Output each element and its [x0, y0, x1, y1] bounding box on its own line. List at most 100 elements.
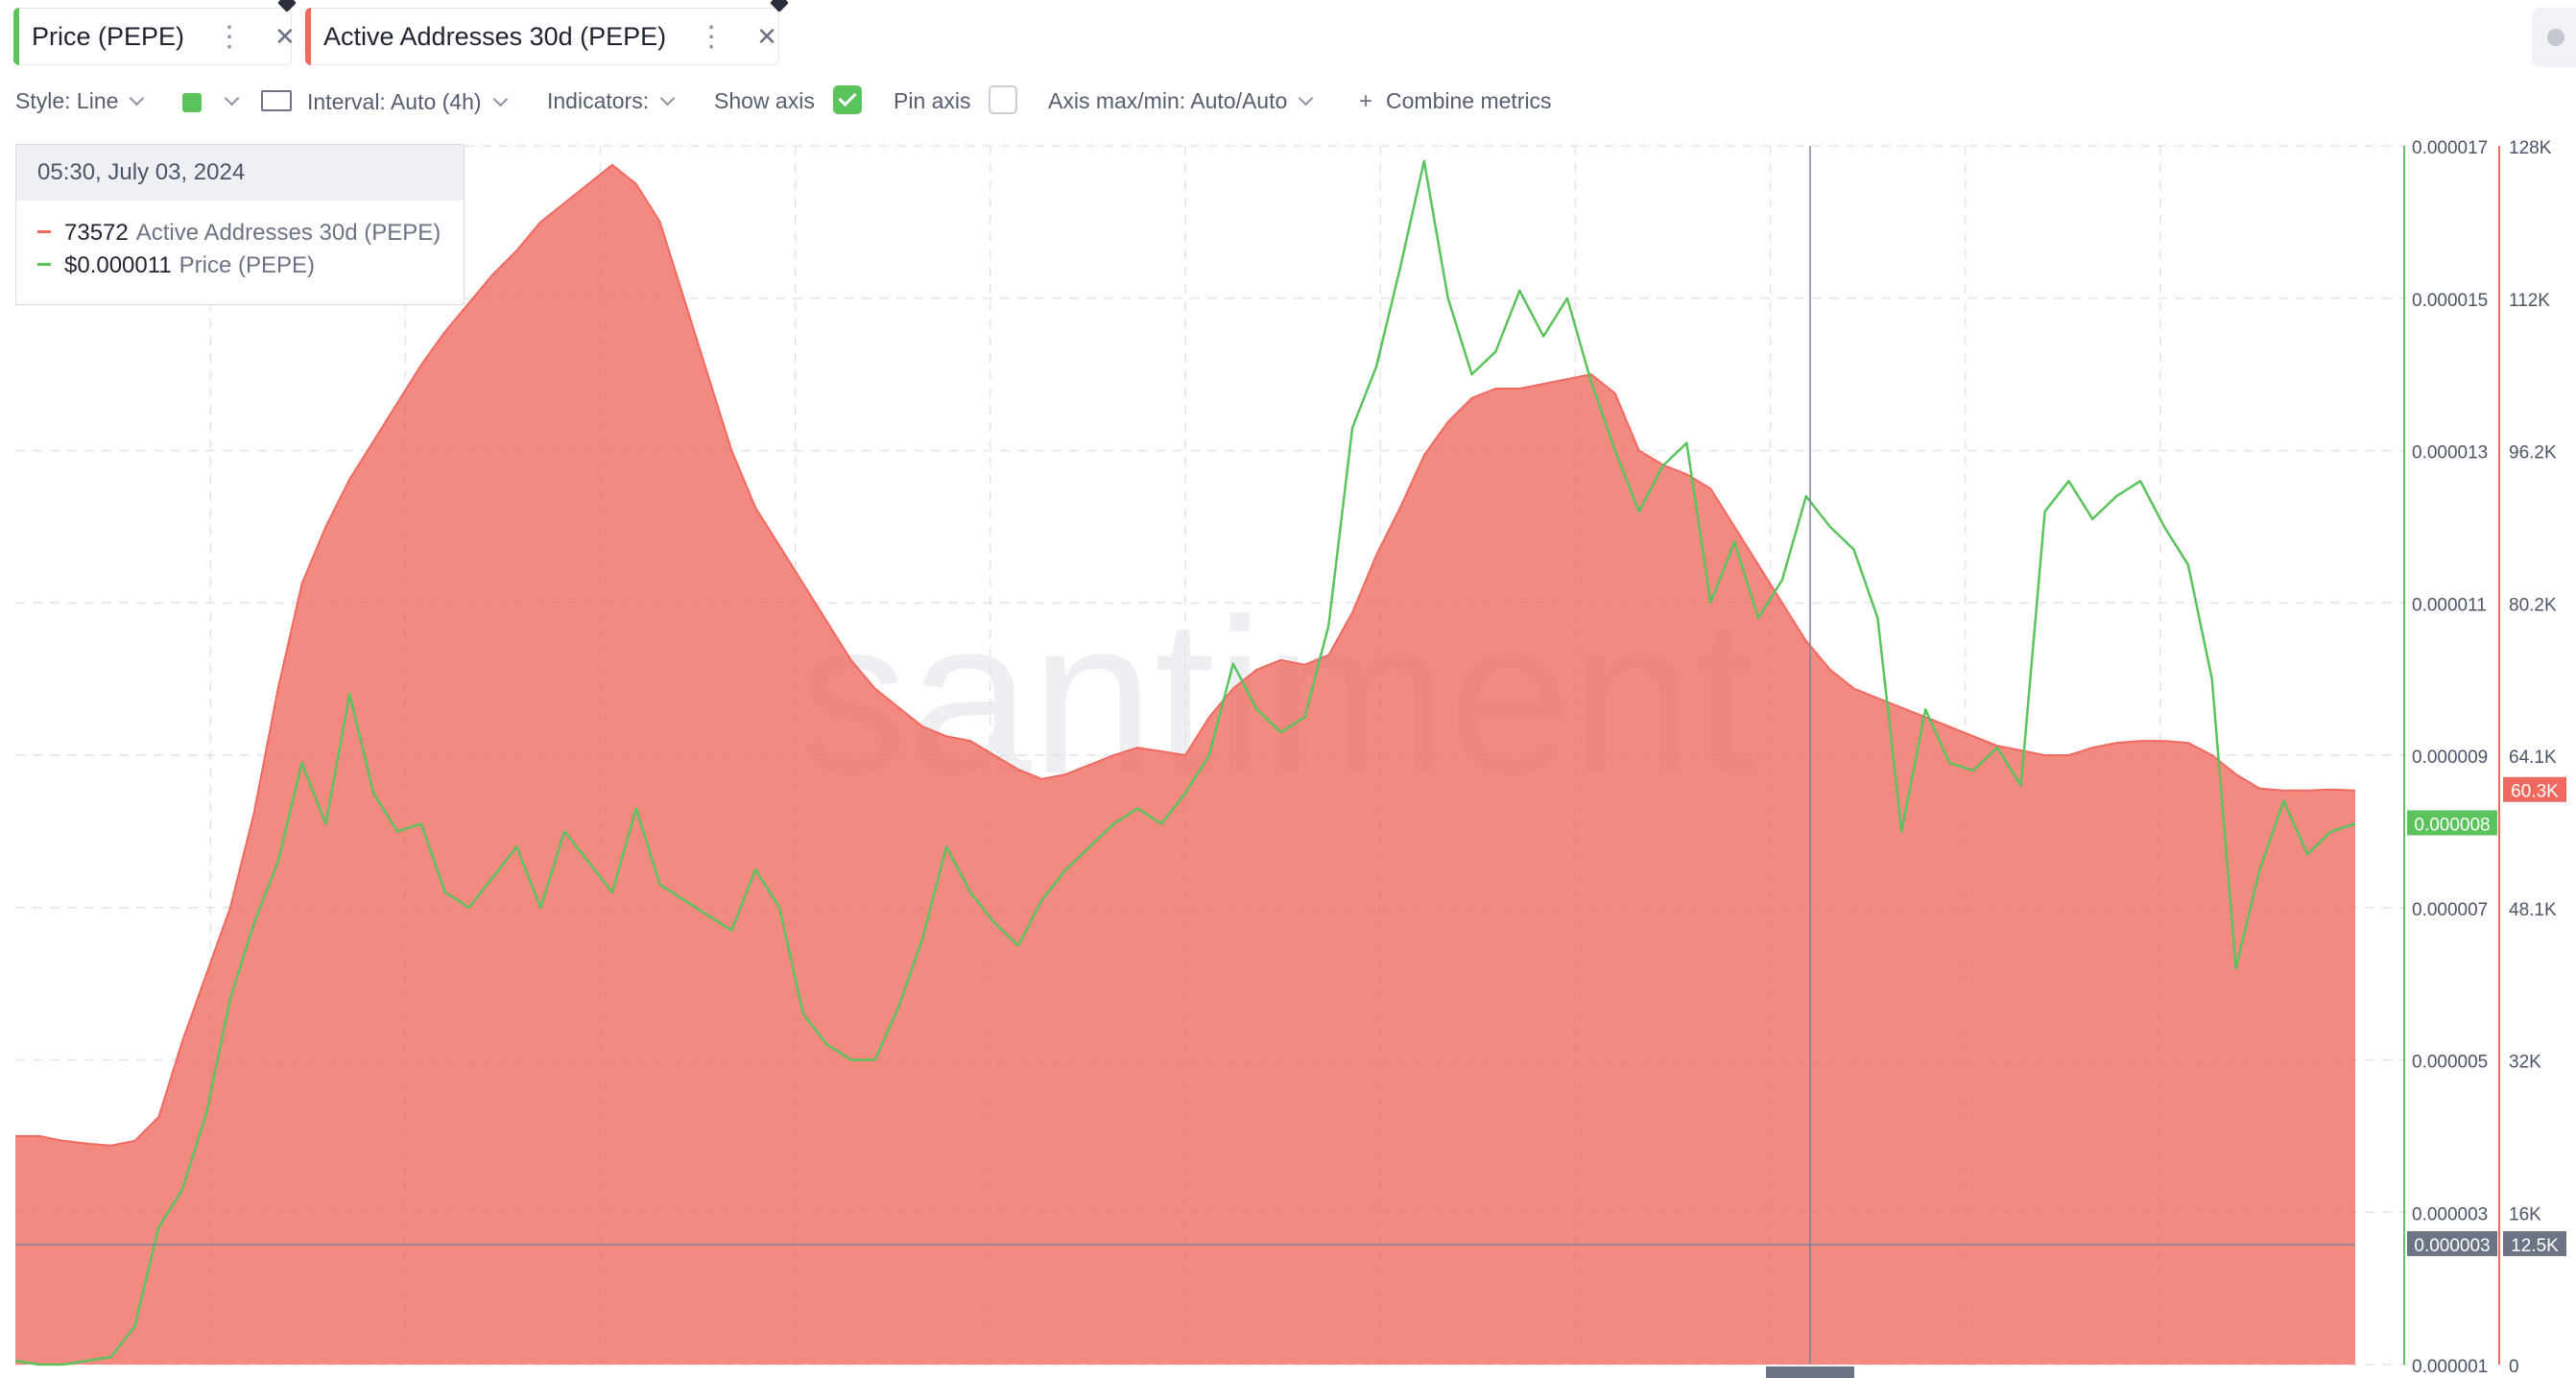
price-point — [945, 845, 947, 847]
tooltip-label: Price (PEPE) — [179, 252, 316, 278]
active-addresses-point — [1614, 392, 1616, 394]
price-point — [420, 822, 422, 824]
active-addresses-point — [396, 402, 398, 404]
active-addresses-point — [1757, 564, 1759, 566]
combine-metrics-button[interactable]: + Combine metrics — [1359, 88, 1552, 115]
active-addresses-point — [86, 1143, 88, 1145]
active-addresses-point — [897, 706, 899, 708]
active-addresses-point — [1709, 487, 1711, 489]
price-point — [1232, 663, 1234, 665]
tooltip-row-price: $0.000011 Price (PEPE) — [37, 252, 315, 279]
price-axis-tick-label: 0.000013 — [2412, 443, 2488, 463]
active-addresses-point — [2258, 788, 2260, 790]
price-line — [14, 159, 2356, 1366]
active-addresses-point — [1351, 611, 1353, 613]
price-point — [2044, 511, 2046, 512]
circle-icon — [2547, 29, 2564, 46]
active-addresses-point — [253, 812, 255, 814]
active-addresses-area-edge — [15, 163, 2356, 1147]
price-point — [1614, 450, 1616, 452]
price-point — [1757, 617, 1759, 619]
active-addresses-point — [2067, 754, 2069, 756]
axis-maxmin-dropdown[interactable]: Axis max/min: Auto/Auto — [1048, 88, 1314, 114]
price-point — [1184, 793, 1186, 795]
active-addresses-point — [1590, 373, 1592, 375]
price-point — [1088, 845, 1090, 847]
active-addresses-point — [2354, 790, 2356, 792]
interval-dropdown-label: Interval: Auto (4h) — [307, 89, 482, 114]
interval-dropdown[interactable]: Interval: Auto (4h) — [261, 88, 508, 115]
style-dropdown[interactable]: Style: Line — [15, 88, 145, 114]
metric-tab-label: Price (PEPE) — [32, 21, 185, 51]
metric-tab-price[interactable]: Price (PEPE) ⋮ ✕ — [13, 8, 296, 65]
active-addresses-point — [1184, 754, 1186, 756]
active-addresses-point — [1256, 669, 1258, 671]
price-point — [1542, 335, 1544, 337]
tooltip-row-addresses: 73572 Active Addresses 30d (PEPE) — [37, 220, 441, 247]
price-point — [611, 891, 613, 893]
price-point — [1351, 427, 1353, 429]
active-addresses-point — [492, 273, 494, 275]
active-addresses-point — [563, 202, 565, 204]
addresses-axis-tick-label: 16K — [2509, 1204, 2541, 1224]
more-options-icon[interactable]: ⋮ — [697, 20, 727, 53]
price-axis-tick-label: 0.000003 — [2412, 1204, 2488, 1224]
active-addresses-point — [2115, 742, 2117, 744]
crosshair-x-marker — [1766, 1366, 1854, 1378]
price-point — [492, 876, 494, 878]
active-addresses-point — [1638, 450, 1640, 452]
active-addresses-point — [754, 507, 756, 509]
price-point — [1781, 579, 1783, 581]
price-point — [301, 762, 303, 764]
price-crosshair-badge: 0.000003 — [2414, 1236, 2490, 1256]
price-current-badge: 0.000008 — [2414, 815, 2490, 835]
active-addresses-point — [587, 183, 589, 185]
price-point — [754, 868, 756, 870]
active-addresses-point — [921, 725, 923, 727]
color-swatch[interactable] — [182, 93, 202, 112]
price-point — [993, 922, 995, 924]
active-addresses-point — [301, 582, 303, 584]
combine-metrics-label: Combine metrics — [1386, 88, 1552, 113]
price-point — [1972, 770, 1974, 772]
price-point — [1256, 708, 1258, 710]
metric-tab-active-addresses[interactable]: Active Addresses 30d (PEPE) ⋮ ✕ — [305, 8, 779, 65]
close-icon[interactable]: ✕ — [274, 21, 296, 51]
pin-axis-checkbox[interactable] — [989, 85, 1017, 114]
active-addresses-point — [2020, 749, 2022, 751]
price-line-layer — [14, 159, 2356, 1366]
active-addresses-point — [2044, 754, 2046, 756]
active-addresses-point — [348, 478, 350, 480]
tooltip-value: $0.000011 — [64, 252, 172, 278]
price-point — [683, 899, 685, 901]
active-addresses-point — [826, 621, 828, 623]
price-point — [1733, 541, 1735, 543]
active-addresses-point — [1232, 688, 1234, 690]
price-point — [1996, 747, 1998, 748]
show-axis-checkbox[interactable] — [833, 85, 862, 114]
addresses-axis-tick-label: 112K — [2509, 291, 2550, 311]
metric-color-accent — [305, 8, 311, 65]
addresses-current-badge-bg — [2503, 776, 2566, 802]
active-addresses-point — [62, 1140, 64, 1142]
price-point — [874, 1059, 876, 1061]
indicators-dropdown[interactable]: Indicators: — [547, 88, 676, 114]
price-point — [324, 822, 326, 824]
price-point — [539, 907, 541, 909]
price-axis-tick-label: 0.000011 — [2412, 595, 2487, 615]
price-point — [1900, 830, 1902, 832]
more-options-icon[interactable]: ⋮ — [215, 20, 245, 53]
addresses-axis-tick-label: 64.1K — [2509, 748, 2557, 768]
settings-button[interactable] — [2532, 8, 2576, 67]
price-point — [1017, 944, 1019, 946]
active-addresses-point — [2330, 789, 2332, 791]
price-point — [802, 1013, 804, 1015]
active-addresses-point — [2187, 742, 2189, 744]
active-addresses-point — [205, 973, 207, 975]
price-point — [1327, 625, 1329, 627]
active-addresses-point — [850, 659, 852, 661]
price-point — [157, 1226, 159, 1228]
close-icon[interactable]: ✕ — [756, 21, 777, 51]
price-point — [229, 998, 231, 1000]
